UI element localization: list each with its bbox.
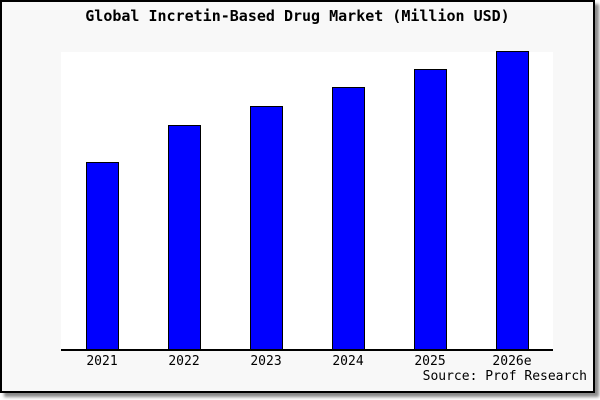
bar-slot (389, 52, 471, 349)
x-tick-label-2022: 2022 (168, 354, 200, 369)
bar-2026e (495, 51, 529, 349)
bars-row (61, 51, 553, 349)
bar-2021 (85, 162, 119, 349)
bar-slot (61, 52, 143, 349)
bar-slot (471, 51, 553, 349)
x-tick-label-2021: 2021 (86, 354, 118, 369)
bar-slot (143, 52, 225, 349)
bar-2024 (331, 87, 365, 349)
source-note: Source: Prof Research (422, 369, 587, 384)
x-tick-label-2024: 2024 (332, 354, 364, 369)
chart-title: Global Incretin-Based Drug Market (Milli… (85, 7, 510, 25)
bar-slot (225, 52, 307, 349)
x-axis-labels: 2021 2022 2023 2024 2025 2026e (61, 354, 553, 369)
bar-2023 (249, 106, 283, 349)
chart-card: Global Incretin-Based Drug Market (Milli… (0, 0, 595, 393)
bar-2025 (413, 69, 447, 349)
bar-slot (307, 52, 389, 349)
x-tick-label-2026e: 2026e (492, 354, 532, 369)
x-tick-label-2023: 2023 (250, 354, 282, 369)
x-tick-label-2025: 2025 (414, 354, 446, 369)
plot-area (61, 51, 553, 351)
bar-2022 (167, 125, 201, 349)
